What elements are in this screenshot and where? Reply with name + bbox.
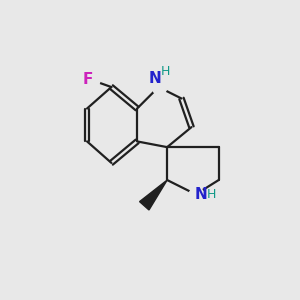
Text: F: F: [83, 72, 93, 87]
Polygon shape: [140, 180, 167, 210]
Text: N: N: [195, 187, 207, 202]
Text: N: N: [149, 71, 161, 86]
Text: H: H: [207, 188, 217, 201]
Text: H: H: [161, 65, 170, 78]
